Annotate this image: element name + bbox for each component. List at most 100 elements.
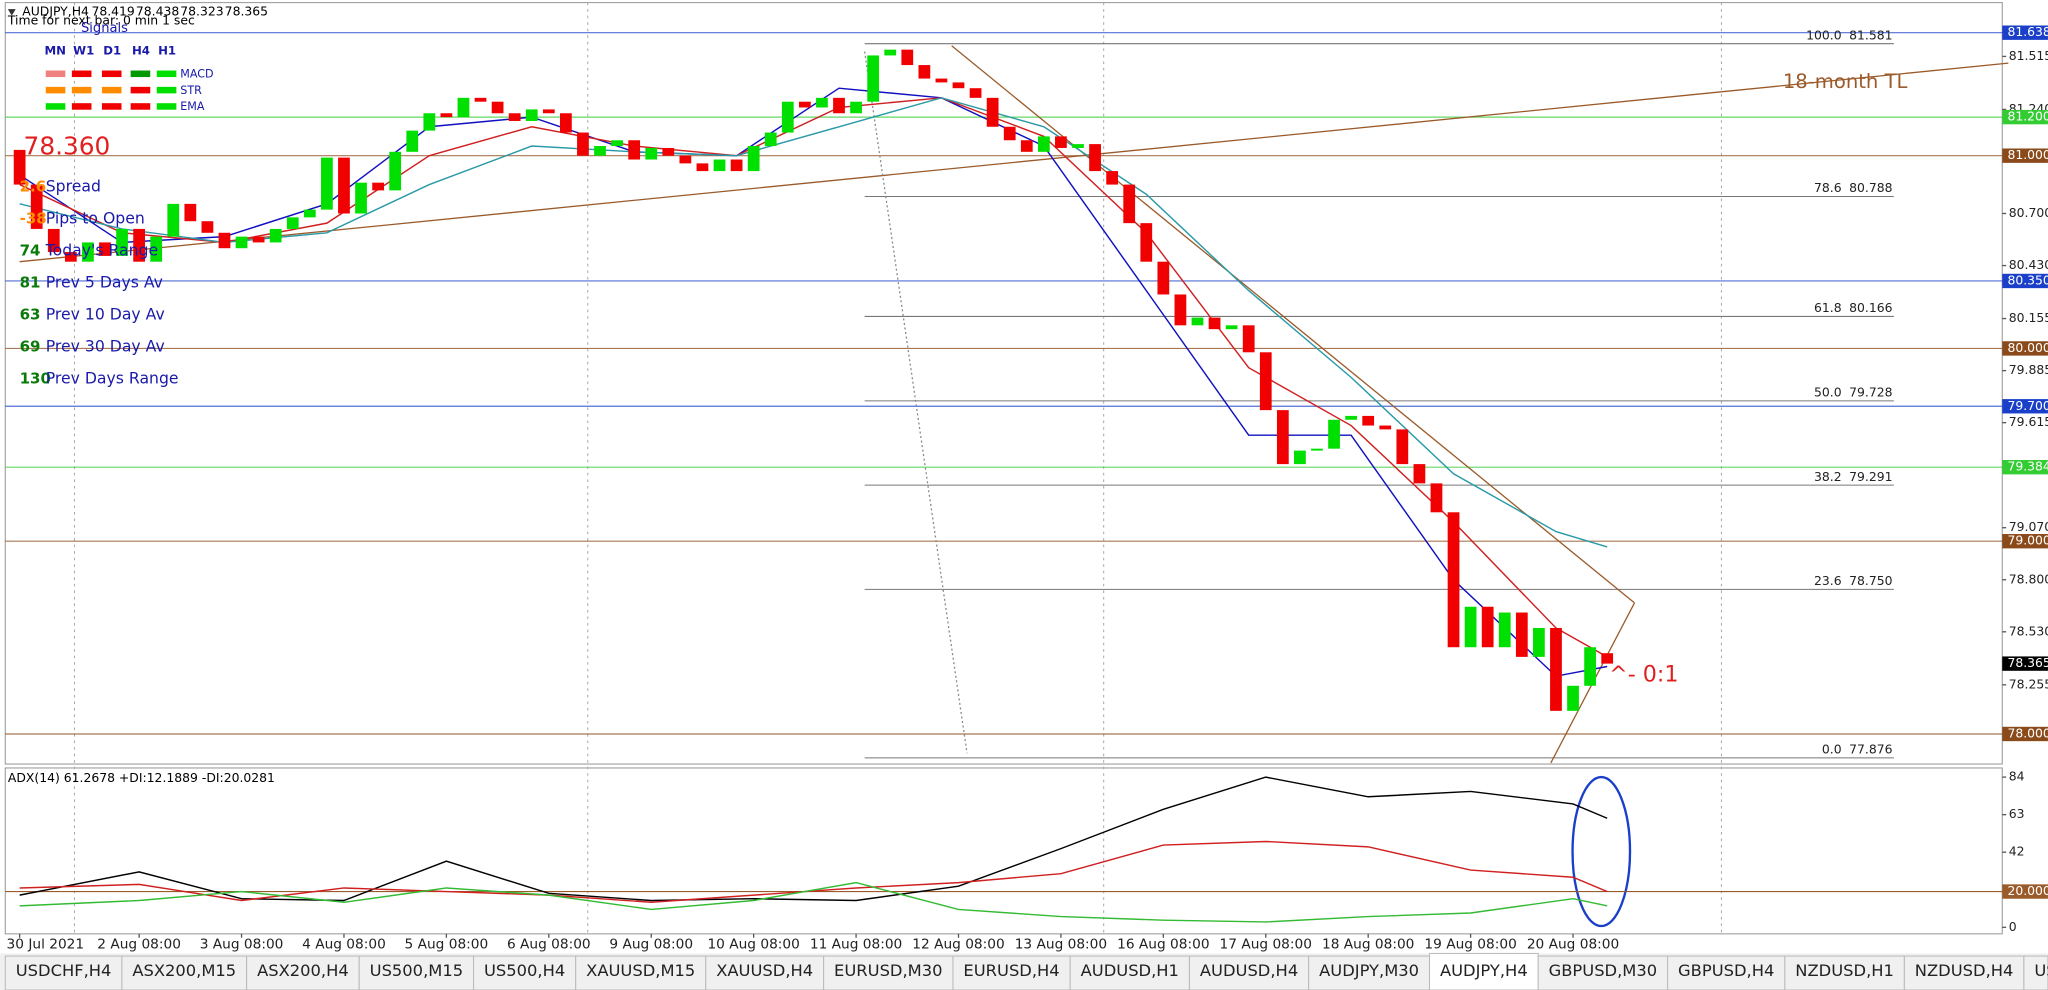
candle <box>952 82 965 89</box>
tab-label[interactable]: USDJP <box>2034 961 2048 980</box>
tab[interactable] <box>121 955 248 990</box>
tab-label[interactable]: USDCHF,H4 <box>16 961 112 980</box>
signal-box <box>130 70 151 78</box>
collapse-icon[interactable] <box>7 9 16 16</box>
tab-label[interactable]: EURUSD,H4 <box>963 961 1059 980</box>
tab[interactable] <box>473 955 577 990</box>
signal-box <box>71 70 92 78</box>
candle <box>525 109 538 121</box>
tab-label[interactable]: AUDJPY,H4 <box>1440 961 1528 980</box>
tab[interactable] <box>823 955 954 990</box>
tab-label[interactable]: NZDUSD,H4 <box>1915 961 2014 980</box>
stat-value: 63 <box>20 305 41 323</box>
candle <box>918 65 931 79</box>
x-tick-label: 13 Aug 08:00 <box>1015 936 1107 952</box>
tab[interactable] <box>358 955 475 990</box>
candle <box>798 101 811 108</box>
x-tick-label: 20 Aug 08:00 <box>1527 936 1619 952</box>
tab[interactable] <box>246 955 360 990</box>
signal-box <box>71 86 92 94</box>
fib-price: 77.876 <box>1849 742 1892 757</box>
level-tag <box>2002 109 2048 125</box>
tab[interactable] <box>1188 955 1310 990</box>
candle <box>1037 136 1050 152</box>
candle <box>594 146 606 156</box>
candle <box>116 228 128 256</box>
stat-value: 74 <box>20 241 41 259</box>
signal-box <box>130 86 151 94</box>
signal-name: EMA <box>180 100 205 113</box>
level-tag <box>2002 534 2048 549</box>
candle <box>1020 140 1033 152</box>
tab-label[interactable]: ASX200,M15 <box>132 961 236 980</box>
signal-box <box>101 86 122 94</box>
candle <box>1311 448 1323 451</box>
candle <box>1106 171 1119 185</box>
tab-label[interactable]: XAUUSD,M15 <box>586 961 695 980</box>
tab[interactable] <box>2023 955 2048 990</box>
tab-label[interactable]: EURUSD,M30 <box>834 961 942 980</box>
tab[interactable] <box>1537 955 1669 990</box>
fib-price: 81.581 <box>1849 27 1892 42</box>
tab-label[interactable]: NZDUSD,H1 <box>1795 961 1894 980</box>
tab-label[interactable]: AUDJPY,M30 <box>1319 961 1419 980</box>
timeframe: D1 <box>103 43 121 57</box>
tab[interactable] <box>952 955 1071 990</box>
candle <box>747 146 760 172</box>
candle <box>286 217 299 229</box>
signals-title: Signals <box>81 21 128 36</box>
level-label: 81.000 <box>2007 147 2048 162</box>
candle <box>1362 415 1375 426</box>
candle <box>167 203 180 237</box>
candle <box>150 236 163 262</box>
candle <box>1055 136 1067 148</box>
x-tick-label: 19 Aug 08:00 <box>1424 936 1516 952</box>
fib-ratio: 23.6 <box>1814 573 1842 588</box>
tab-label[interactable]: ASX200,H4 <box>257 961 349 980</box>
candle <box>696 163 709 172</box>
candle <box>252 236 265 243</box>
timeframe: H1 <box>158 43 176 57</box>
tab[interactable] <box>705 955 825 990</box>
tab[interactable] <box>1428 952 1539 990</box>
tab-label[interactable]: AUDUSD,H4 <box>1200 961 1298 980</box>
y-tick-label: 78.800 <box>2009 571 2048 586</box>
stat-label: Pips to Open <box>46 208 145 227</box>
candle <box>1379 425 1392 430</box>
fib-price: 78.750 <box>1849 573 1892 588</box>
candle <box>1089 144 1101 172</box>
level-label: 79.384 <box>2007 459 2048 474</box>
candle <box>30 184 43 229</box>
tab-label[interactable]: US500,M15 <box>370 961 463 980</box>
candle <box>577 132 589 156</box>
level-tag <box>2002 341 2048 356</box>
tab-label[interactable]: XAUUSD,H4 <box>716 961 813 980</box>
tab[interactable] <box>1069 955 1190 990</box>
candle <box>867 55 880 102</box>
stat-label: Prev Days Range <box>46 368 179 387</box>
tab[interactable] <box>1903 955 2025 990</box>
candle <box>1413 464 1426 484</box>
stat-label: Spread <box>46 176 101 195</box>
tab[interactable] <box>1667 955 1786 990</box>
fib-price: 79.291 <box>1849 469 1892 484</box>
candle <box>218 232 231 249</box>
fib-ratio: 78.6 <box>1814 180 1842 195</box>
tab-label[interactable]: GBPUSD,H4 <box>1678 961 1774 980</box>
tab[interactable] <box>575 955 707 990</box>
candle <box>679 155 692 164</box>
candle <box>355 182 367 214</box>
candle <box>645 147 658 160</box>
candle <box>816 97 828 108</box>
candle <box>1567 685 1579 711</box>
y-tick-label: 63 <box>2009 806 2025 821</box>
candle <box>1123 184 1136 224</box>
candle <box>1276 410 1289 465</box>
candle <box>901 49 914 66</box>
level-label: 80.000 <box>2007 340 2048 355</box>
tab-label[interactable]: GBPUSD,M30 <box>1549 961 1658 980</box>
tab-label[interactable]: US500,H4 <box>484 961 565 980</box>
tab-label[interactable]: AUDUSD,H1 <box>1081 961 1179 980</box>
tab[interactable] <box>1308 955 1431 990</box>
moving-average <box>19 87 1608 677</box>
